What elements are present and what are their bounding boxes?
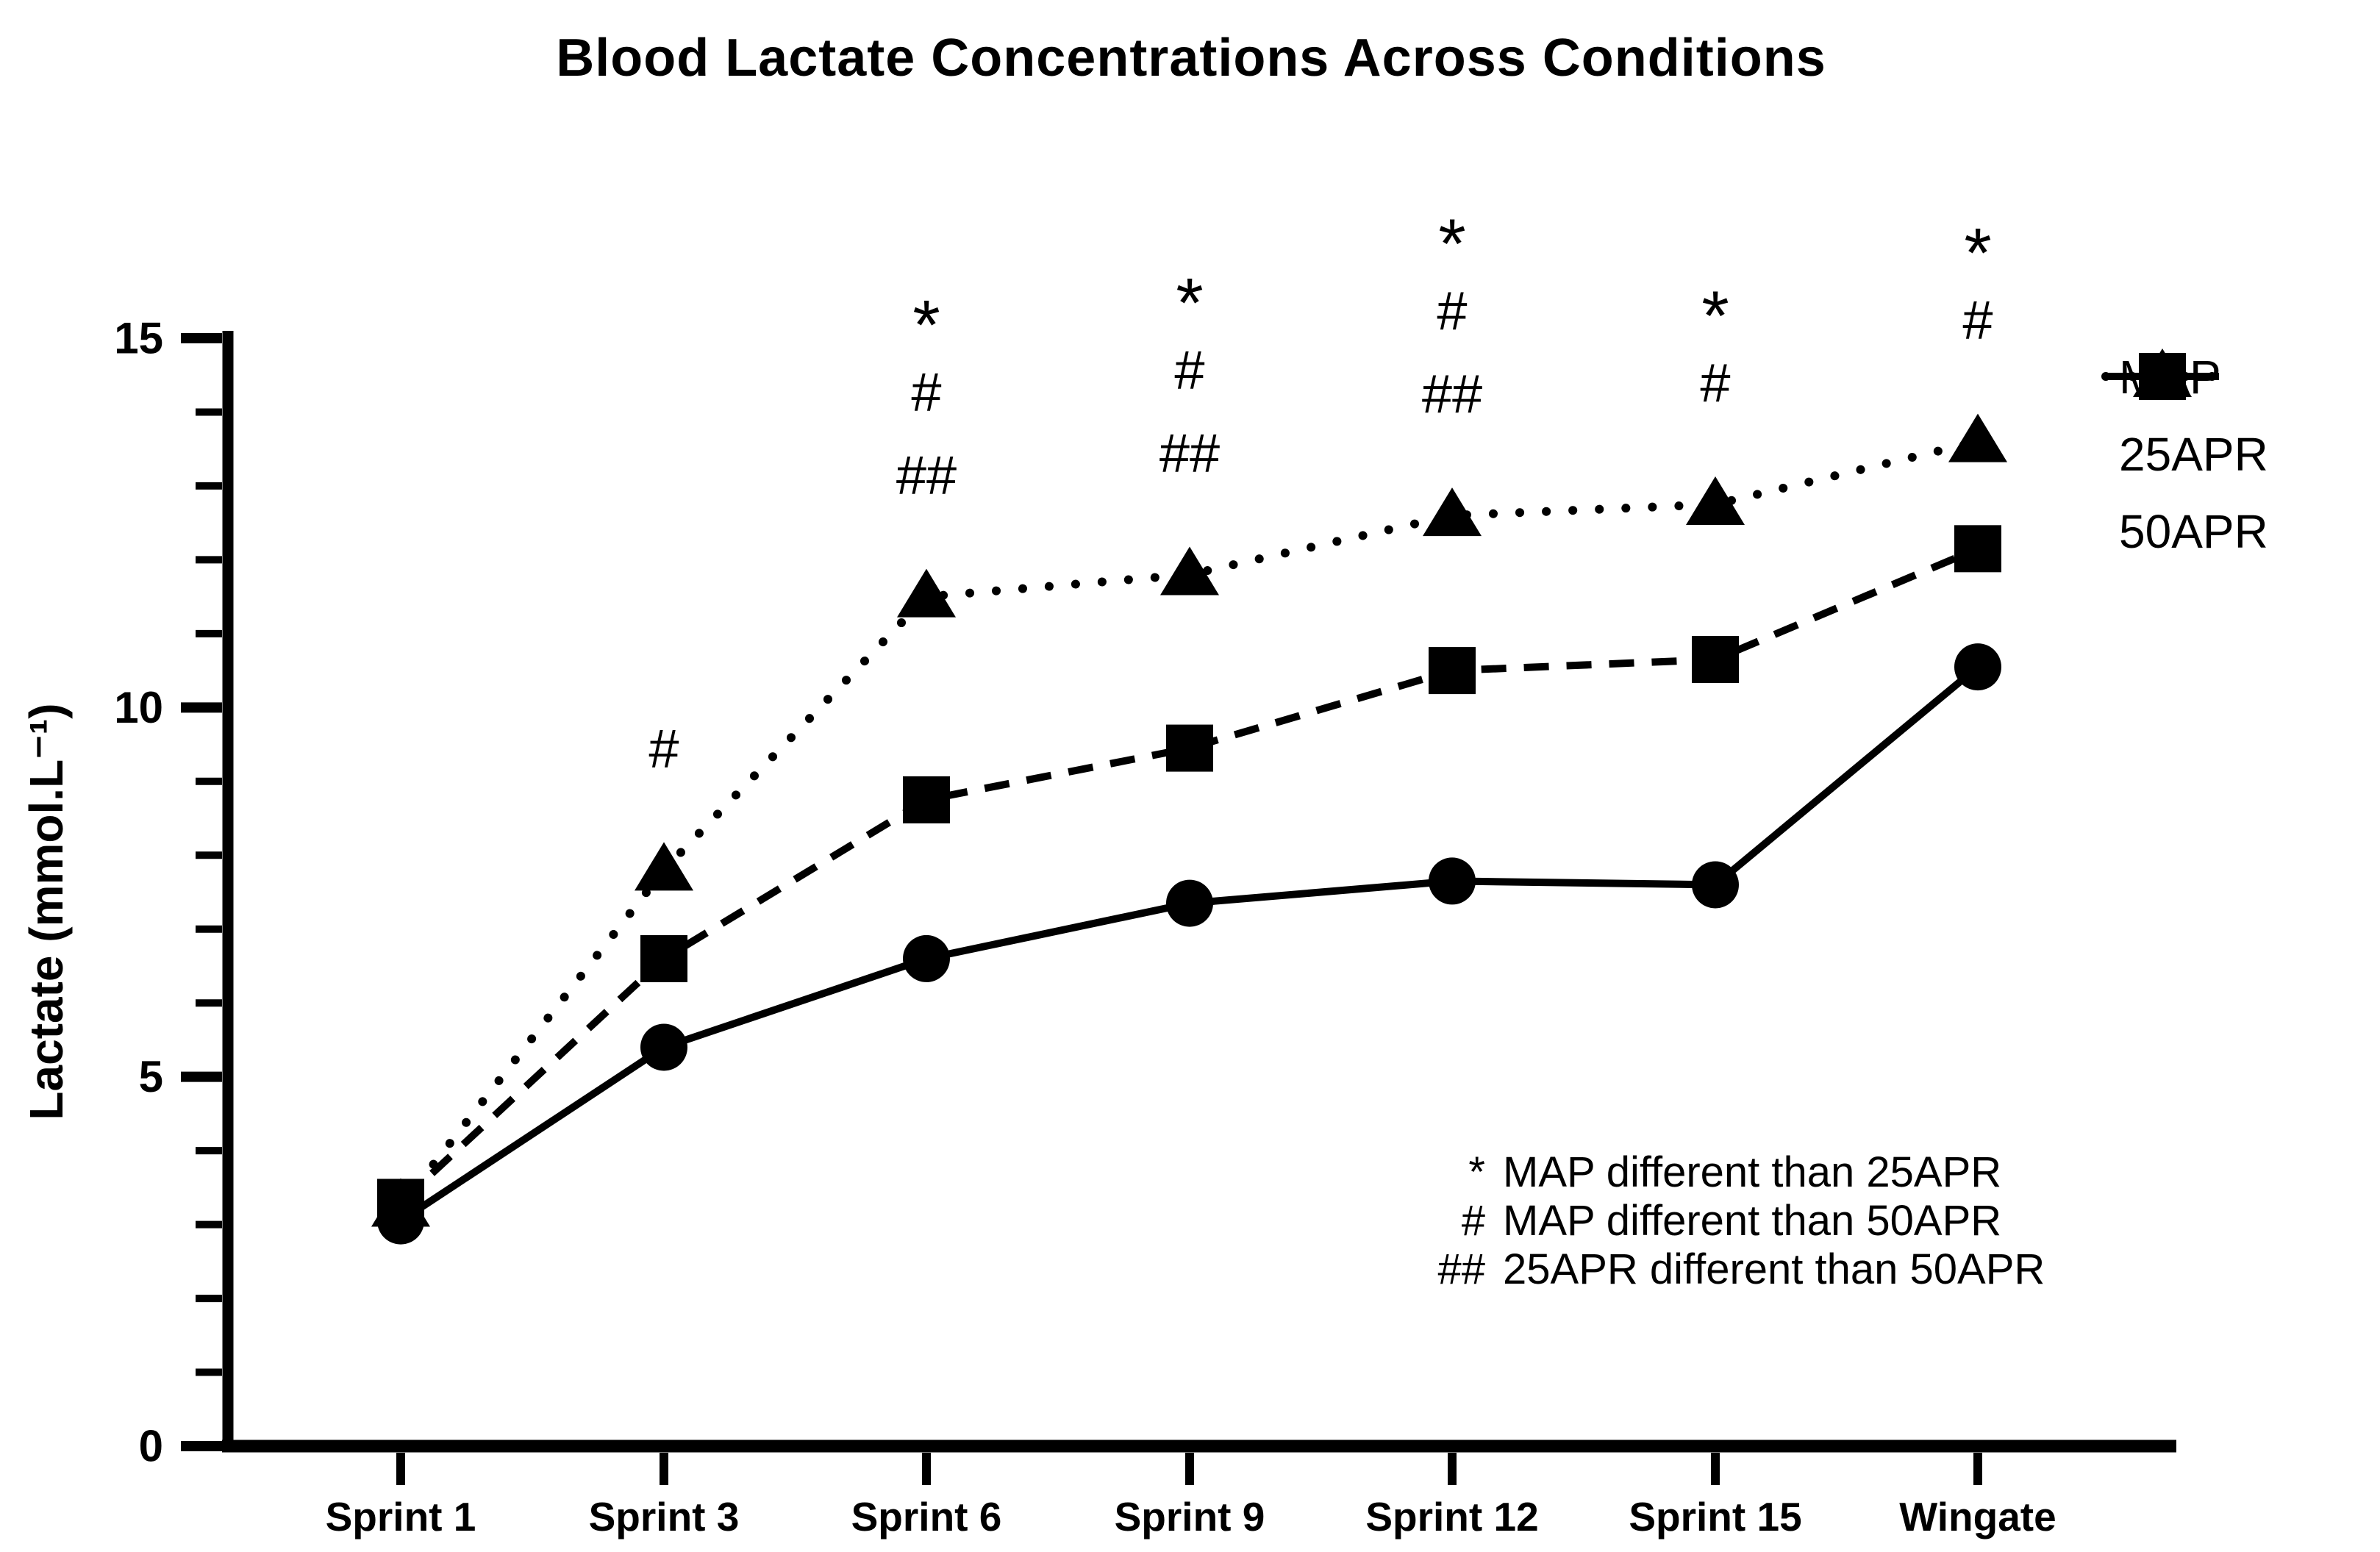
significance-marker: * — [1438, 205, 1465, 284]
x-tick-label: Sprint 1 — [326, 1494, 476, 1540]
series-MAP-marker — [1954, 643, 2001, 691]
y-tick-label: 0 — [139, 1422, 163, 1471]
significance-marker: ## — [1159, 423, 1220, 484]
series-MAP-marker — [903, 934, 950, 982]
significance-marker: * — [1701, 277, 1729, 356]
significance-marker: # — [911, 362, 941, 423]
series-25APR-line — [398, 545, 1979, 1206]
series-25APR-marker — [640, 934, 687, 982]
x-tick-label: Sprint 15 — [1629, 1494, 1801, 1540]
footnote-symbol: ## — [1437, 1245, 1485, 1293]
significance-marker: * — [1176, 264, 1203, 343]
chart-title: Blood Lactate Concentrations Across Cond… — [556, 29, 1826, 87]
x-tick-label: Sprint 9 — [1115, 1494, 1265, 1540]
series-MAP-marker — [1429, 857, 1476, 905]
significance-marker: # — [1174, 340, 1204, 401]
legend-row-50APR: 50APR — [2100, 348, 2268, 570]
significance-marker: ## — [896, 445, 957, 506]
series-25APR-marker — [903, 776, 950, 823]
x-tick-label: Wingate — [1899, 1494, 2056, 1540]
series-50APR-marker — [635, 842, 693, 891]
series-25APR-marker — [1954, 525, 2001, 573]
x-tick-label: Sprint 3 — [589, 1494, 740, 1540]
series-MAP-marker — [1692, 861, 1739, 909]
y-tick-label: 15 — [114, 314, 163, 363]
legend-label: 50APR — [2119, 504, 2268, 558]
x-tick-label: Sprint 12 — [1365, 1494, 1538, 1540]
legend-row-25APR: 25APR — [2100, 353, 2268, 493]
significance-marker: # — [648, 718, 679, 779]
significance-marker: # — [1700, 353, 1730, 414]
legend: MAP25APR50APR — [2100, 338, 2268, 570]
series-25APR-marker — [1692, 636, 1739, 684]
series-MAP-marker — [640, 1023, 687, 1071]
footnote-text: MAP different than 50APR — [1503, 1197, 2002, 1245]
series-50APR-marker — [1948, 413, 2007, 462]
footnote-text: MAP different than 25APR — [1503, 1148, 2002, 1196]
significance-marker: ## — [1422, 364, 1482, 425]
significance-marker: # — [1962, 290, 1993, 351]
series-25APR-marker — [1429, 647, 1476, 695]
series-25APR-marker — [1166, 724, 1213, 772]
x-tick-label: Sprint 6 — [851, 1494, 1002, 1540]
legend-marker — [2133, 348, 2192, 397]
series-MAP-marker — [1166, 879, 1213, 927]
significance-marker: * — [912, 286, 940, 365]
series-50APR-marker — [1423, 487, 1482, 537]
y-tick-label: 10 — [114, 683, 163, 732]
series-50APR-marker — [1686, 476, 1745, 526]
triangle-legend-icon — [2101, 348, 2223, 397]
footnote-symbol: # — [1461, 1197, 1485, 1245]
significance-marker: # — [1437, 281, 1467, 342]
significance-marker: * — [1964, 214, 1991, 293]
series-50APR-marker — [897, 568, 956, 618]
series-50APR-marker — [1160, 546, 1219, 596]
legend-label: 25APR — [2119, 427, 2268, 481]
footnote-text: 25APR different than 50APR — [1503, 1245, 2045, 1293]
footnote-symbol: * — [1468, 1148, 1485, 1196]
significance-footnote: * MAP different than 25APR # MAP different … — [1419, 1148, 2045, 1294]
series-25APR-marker — [377, 1179, 424, 1226]
y-tick-label: 5 — [139, 1052, 163, 1101]
